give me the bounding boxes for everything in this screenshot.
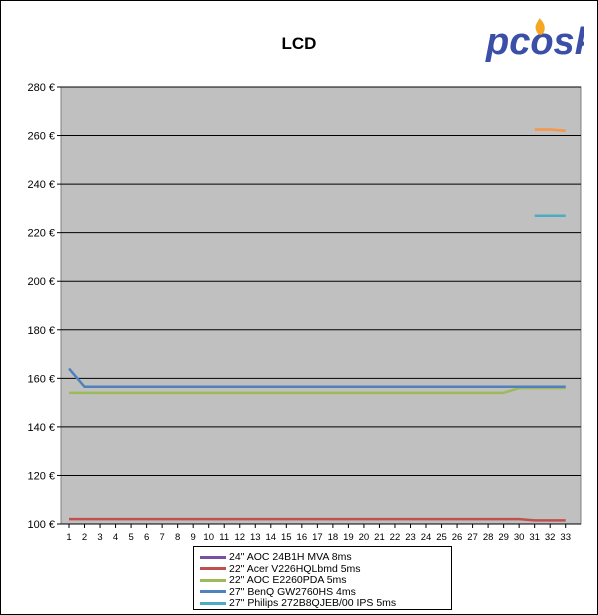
- series-line-5: [534, 128, 566, 132]
- legend-item: 27" Philips 272B8QJEB/00 IPS 5ms: [200, 597, 396, 609]
- x-tick-label: 9: [191, 532, 196, 543]
- series-lines: [68, 128, 566, 522]
- legend-swatch: [200, 601, 226, 605]
- x-tick-label: 32: [545, 532, 556, 543]
- x-tick-label: 17: [312, 532, 323, 543]
- x-tick-label: 12: [234, 532, 245, 543]
- x-tick-label: 29: [498, 532, 509, 543]
- x-tick-label: 26: [452, 532, 463, 543]
- y-tick-label: 200 €: [27, 276, 55, 288]
- logo-text: pcosk: [485, 21, 584, 63]
- x-tick-label: 22: [390, 532, 401, 543]
- x-tick-label: 3: [97, 532, 102, 543]
- x-tick-label: 28: [483, 532, 494, 543]
- x-tick-label: 23: [405, 532, 416, 543]
- pcosk-logo: pcosk: [485, 18, 584, 63]
- x-tick-label: 11: [219, 532, 229, 543]
- y-tick-label: 260 €: [27, 131, 55, 143]
- y-tick-label: 100 €: [27, 519, 55, 531]
- x-tick-label: 1: [66, 532, 71, 543]
- chart-title: LCD: [281, 34, 317, 53]
- legend-label: 22" AOC E2260PDA 5ms: [229, 574, 347, 586]
- x-tick-label: 27: [467, 532, 478, 543]
- y-tick-label: 220 €: [27, 228, 55, 240]
- x-tick-label: 14: [266, 532, 277, 543]
- x-tick-label: 4: [113, 532, 118, 543]
- legend-label: 27" BenQ GW2760HS 4ms: [229, 585, 356, 598]
- y-tick-label: 280 €: [27, 82, 55, 94]
- x-tick-label: 7: [159, 532, 164, 543]
- x-tick-label: 25: [436, 532, 447, 543]
- legend-swatch: [200, 567, 226, 570]
- x-tick-label: 5: [128, 532, 133, 543]
- legend-swatch: [200, 555, 226, 559]
- series-line-1: [69, 517, 566, 522]
- x-tick-label: 2: [82, 532, 87, 543]
- series-line-3: [68, 367, 566, 389]
- legend-item: 22" AOC E2260PDA 5ms: [200, 574, 347, 586]
- y-tick-label: 120 €: [27, 470, 55, 482]
- legend-item: 24" AOC 24B1H MVA 8ms: [200, 551, 352, 563]
- x-tick-label: 19: [343, 532, 354, 543]
- legend-item: 27" BenQ GW2760HS 4ms: [200, 586, 356, 598]
- x-tick-label: 16: [297, 532, 308, 543]
- y-tick-label: 180 €: [27, 325, 55, 337]
- legend-label: 27" Philips 272B8QJEB/00 IPS 5ms: [229, 597, 397, 609]
- x-tick-label: 31: [529, 532, 540, 543]
- x-tick-label: 10: [203, 532, 214, 543]
- x-tick-label: 20: [359, 532, 370, 543]
- x-tick-label: 18: [328, 532, 339, 543]
- plot-area: [60, 86, 582, 525]
- series-line-2: [69, 386, 566, 395]
- y-tick-label: 160 €: [27, 373, 55, 385]
- x-axis: 1 2 3 4 5 6 7 8 9 10 11 12 13 14 15 16 17 18 19 20 21 22 23 24 2…: [66, 524, 571, 543]
- legend-swatch: [200, 590, 226, 593]
- legend-item: 22" Acer V226HQLbmd 5ms: [200, 563, 361, 575]
- legend: 24" AOC 24B1H MVA 8ms 22" Acer V226HQLbmd…: [193, 546, 452, 610]
- y-tick-label: 140 €: [27, 422, 55, 434]
- gridlines: [61, 86, 581, 525]
- x-tick-label: 15: [281, 532, 292, 543]
- x-tick-label: 13: [250, 532, 261, 543]
- x-tick-label: 6: [144, 532, 149, 543]
- legend-label: 24" AOC 24B1H MVA 8ms: [229, 551, 352, 563]
- x-tick-label: 21: [374, 532, 385, 543]
- legend-label: 22" Acer V226HQLbmd 5ms: [229, 562, 361, 575]
- x-tick-label: 33: [560, 532, 571, 543]
- x-tick-label: 8: [175, 532, 180, 543]
- legend-swatch: [200, 578, 226, 582]
- y-axis: 100 € 120 € 140 € 160 € 180 € 200 € 220 € 240 €…: [27, 82, 61, 531]
- x-tick-label: 24: [421, 532, 432, 543]
- flame-icon: [535, 18, 545, 35]
- y-tick-label: 240 €: [27, 179, 55, 191]
- x-tick-label: 30: [514, 532, 525, 543]
